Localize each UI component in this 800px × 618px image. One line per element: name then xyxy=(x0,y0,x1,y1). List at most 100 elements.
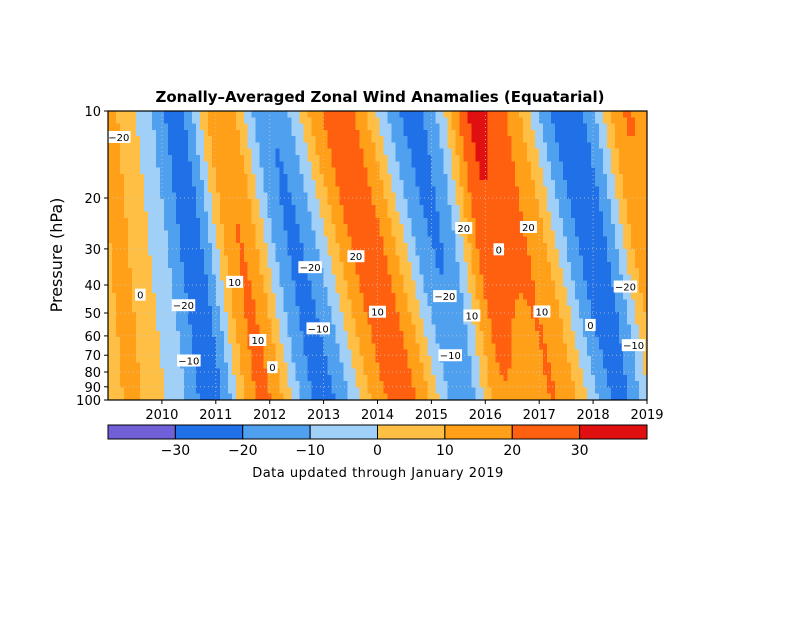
heatmap-cell xyxy=(243,305,249,313)
heatmap-cell xyxy=(239,192,245,200)
heatmap-cell xyxy=(391,111,397,118)
heatmap-cell xyxy=(295,324,301,332)
heatmap-cell xyxy=(123,305,129,313)
heatmap-cell xyxy=(487,249,492,257)
heatmap-cell xyxy=(119,286,125,294)
heatmap-cell xyxy=(399,381,405,389)
heatmap-cell xyxy=(279,217,285,225)
heatmap-cell xyxy=(179,186,185,194)
heatmap-cell xyxy=(431,129,436,137)
heatmap-cell xyxy=(443,343,448,351)
heatmap-cell xyxy=(463,111,468,118)
heatmap-cell xyxy=(271,280,277,288)
heatmap-cell xyxy=(131,230,137,238)
heatmap-cell xyxy=(539,217,544,225)
heatmap-cell xyxy=(203,387,209,395)
heatmap-cell xyxy=(263,393,269,401)
heatmap-cell xyxy=(111,312,117,319)
heatmap-cell xyxy=(311,167,317,175)
heatmap-cell xyxy=(535,186,540,194)
heatmap-cell xyxy=(259,356,265,363)
heatmap-cell xyxy=(183,236,189,244)
heatmap-cell xyxy=(355,261,361,269)
heatmap-cell xyxy=(108,337,113,345)
heatmap-cell xyxy=(331,393,337,401)
heatmap-cell xyxy=(351,381,357,389)
heatmap-cell xyxy=(415,387,421,395)
heatmap-cell xyxy=(191,192,197,200)
heatmap-cell xyxy=(339,381,345,389)
heatmap-cell xyxy=(535,161,540,169)
heatmap-cell xyxy=(239,349,245,357)
heatmap-cell xyxy=(211,173,217,181)
heatmap-cell xyxy=(383,180,389,187)
heatmap-cell xyxy=(523,337,528,345)
heatmap-cell xyxy=(219,318,225,326)
heatmap-cell xyxy=(263,192,269,200)
heatmap-cell xyxy=(147,349,153,357)
heatmap-cell xyxy=(363,192,369,200)
heatmap-cell xyxy=(415,381,421,389)
heatmap-cell xyxy=(267,236,273,244)
heatmap-cell xyxy=(427,368,432,376)
heatmap-cell xyxy=(287,173,293,181)
heatmap-cell xyxy=(487,136,492,144)
heatmap-cell xyxy=(135,349,141,357)
heatmap-cell xyxy=(231,312,237,319)
heatmap-cell xyxy=(455,111,460,118)
heatmap-cell xyxy=(363,274,369,282)
heatmap-cell xyxy=(299,305,305,313)
heatmap-cell xyxy=(359,123,365,131)
heatmap-cell xyxy=(475,255,480,263)
heatmap-cell xyxy=(447,180,452,187)
heatmap-cell xyxy=(359,148,365,156)
heatmap-cell xyxy=(539,148,544,156)
heatmap-cell xyxy=(403,154,409,162)
heatmap-cell xyxy=(419,324,425,332)
heatmap-cell xyxy=(523,261,528,269)
heatmap-cell xyxy=(471,173,476,181)
heatmap-cell xyxy=(255,261,261,269)
heatmap-cell xyxy=(351,293,357,301)
heatmap-cell xyxy=(123,173,129,181)
heatmap-cell xyxy=(231,186,237,194)
heatmap-cell xyxy=(147,356,153,363)
heatmap-cell xyxy=(195,173,201,181)
heatmap-cell xyxy=(403,381,409,389)
heatmap-cell xyxy=(143,236,149,244)
heatmap-cell xyxy=(479,198,484,206)
heatmap-cell xyxy=(467,261,472,269)
heatmap-cell xyxy=(299,180,305,187)
heatmap-cell xyxy=(151,192,157,200)
heatmap-cell xyxy=(143,142,149,150)
heatmap-cell xyxy=(111,343,117,351)
heatmap-cell xyxy=(231,337,237,345)
heatmap-cell xyxy=(491,224,496,231)
heatmap-cell xyxy=(435,180,440,187)
heatmap-cell xyxy=(271,381,277,389)
heatmap-cell xyxy=(111,224,117,231)
heatmap-cell xyxy=(155,230,161,238)
heatmap-cell xyxy=(267,154,273,162)
heatmap-cell xyxy=(399,337,405,345)
heatmap-cell xyxy=(139,374,145,382)
heatmap-cell xyxy=(515,393,520,401)
heatmap-cell xyxy=(319,255,325,263)
heatmap-cell xyxy=(523,268,528,275)
heatmap-cell xyxy=(215,192,221,200)
heatmap-cell xyxy=(363,142,369,150)
heatmap-cell xyxy=(355,286,361,294)
heatmap-cell xyxy=(319,211,325,219)
heatmap-cell xyxy=(391,337,397,345)
heatmap-cell xyxy=(343,161,349,169)
heatmap-cell xyxy=(455,337,460,345)
heatmap-cell xyxy=(443,129,448,137)
heatmap-cell xyxy=(151,337,157,345)
heatmap-cell xyxy=(219,324,225,332)
heatmap-cell xyxy=(395,211,401,219)
heatmap-cell xyxy=(447,305,452,313)
heatmap-cell xyxy=(411,161,417,169)
heatmap-cell xyxy=(391,186,397,194)
heatmap-cell xyxy=(255,305,261,313)
heatmap-cell xyxy=(391,381,397,389)
